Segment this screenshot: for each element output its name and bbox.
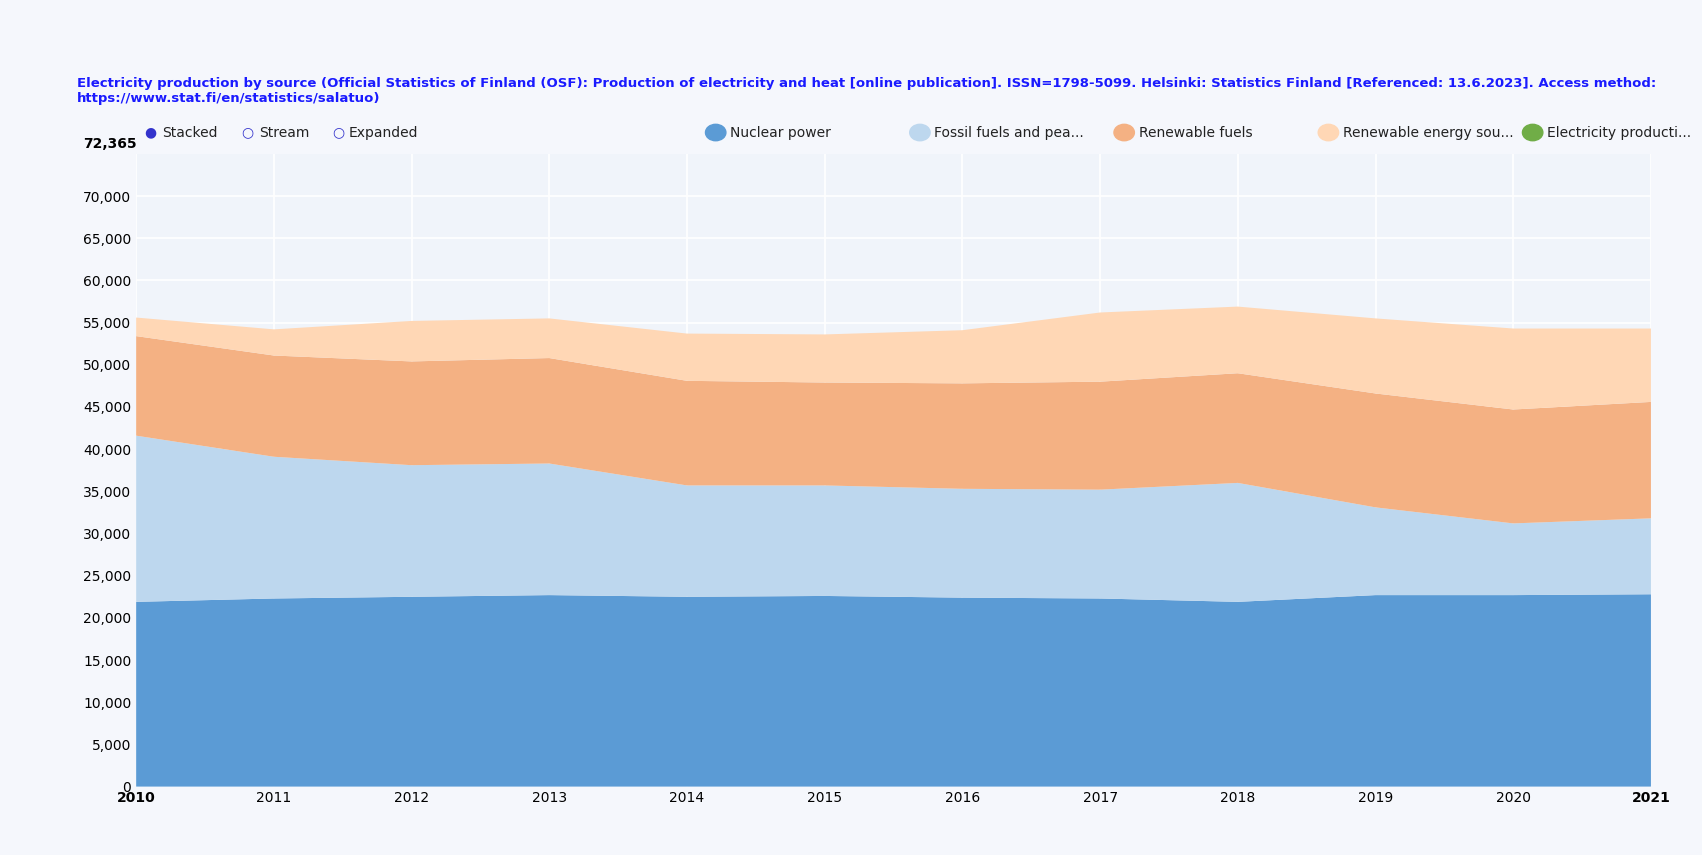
Text: Nuclear power: Nuclear power <box>730 126 831 139</box>
Circle shape <box>1113 124 1134 141</box>
Circle shape <box>706 124 727 141</box>
Text: Renewable fuels: Renewable fuels <box>1139 126 1253 139</box>
Circle shape <box>1522 124 1542 141</box>
Text: Electricity producti...: Electricity producti... <box>1547 126 1692 139</box>
Circle shape <box>909 124 929 141</box>
Text: Electricity production by source (Official Statistics of Finland (OSF): Producti: Electricity production by source (Offici… <box>77 77 1656 105</box>
Circle shape <box>1317 124 1338 141</box>
Text: ○: ○ <box>242 126 254 139</box>
Text: Stacked: Stacked <box>162 126 218 139</box>
Text: Stream: Stream <box>259 126 310 139</box>
Text: Fossil fuels and pea...: Fossil fuels and pea... <box>934 126 1084 139</box>
Text: Renewable energy sou...: Renewable energy sou... <box>1343 126 1513 139</box>
Text: Expanded: Expanded <box>349 126 419 139</box>
Text: 72,365: 72,365 <box>83 137 136 151</box>
Text: ●: ● <box>145 126 157 139</box>
Text: ○: ○ <box>332 126 344 139</box>
